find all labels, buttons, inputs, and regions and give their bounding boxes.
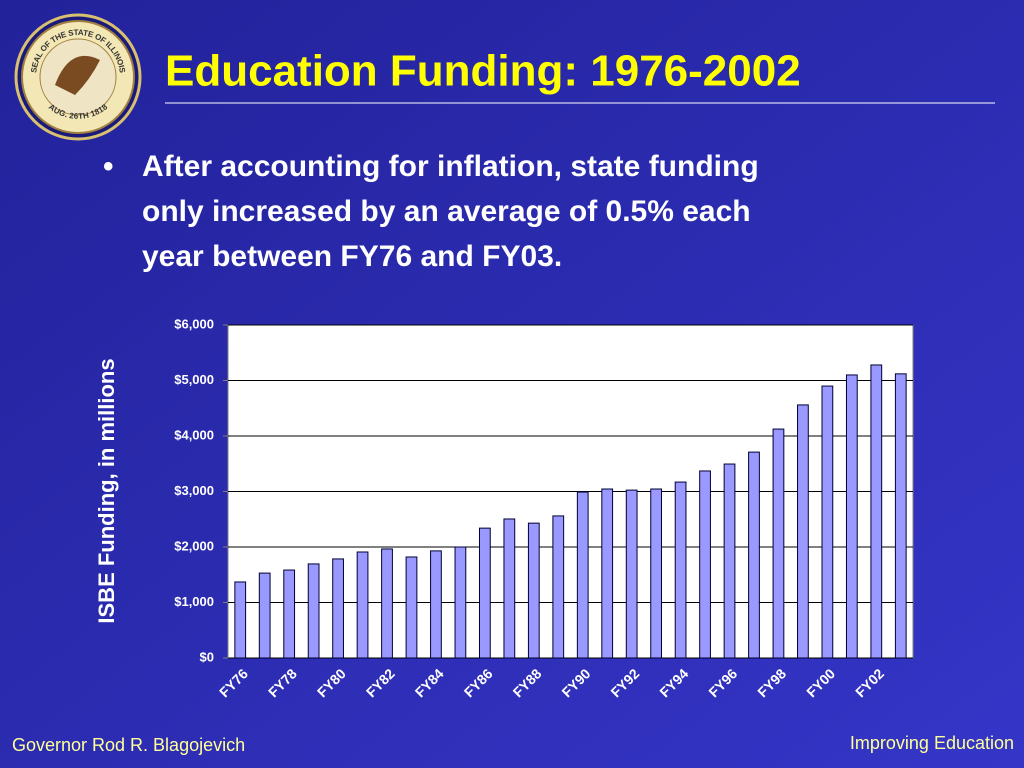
y-tick-label: $0 xyxy=(200,649,214,664)
bar xyxy=(332,558,344,659)
bullet-line: only increased by an average of 0.5% eac… xyxy=(142,195,751,228)
bar xyxy=(576,491,589,659)
bar xyxy=(625,489,638,659)
y-axis-label: ISBE Funding, in millions xyxy=(94,358,119,623)
y-tick-label: $3,000 xyxy=(174,483,214,498)
seal: SEAL OF THE STATE OF ILLINOIS AUG. 26TH … xyxy=(14,13,142,141)
bar xyxy=(699,470,711,659)
bar xyxy=(748,451,760,659)
bar xyxy=(503,518,516,659)
bar xyxy=(772,428,785,659)
footer-right: Improving Education xyxy=(850,733,1014,753)
bar xyxy=(307,563,320,659)
y-tick-label: $5,000 xyxy=(174,372,214,387)
bar xyxy=(870,364,883,659)
bar xyxy=(356,551,369,659)
y-tick-label: $1,000 xyxy=(174,594,214,609)
bar xyxy=(430,550,442,659)
bar xyxy=(845,374,858,659)
y-tick-label: $6,000 xyxy=(174,316,214,331)
y-tick-label: $4,000 xyxy=(174,427,214,442)
bar xyxy=(234,581,247,659)
bar xyxy=(283,569,296,659)
bar xyxy=(723,463,736,659)
bar xyxy=(478,527,491,659)
bar xyxy=(405,556,418,659)
bar xyxy=(552,515,565,659)
slide-title: Education Funding: 1976-2002 xyxy=(165,47,801,96)
bullet-line: After accounting for inflation, state fu… xyxy=(142,150,759,183)
bar xyxy=(601,488,614,659)
bar xyxy=(527,522,540,659)
bullet-line: year between FY76 and FY03. xyxy=(142,240,562,273)
bar xyxy=(454,546,467,659)
bar xyxy=(381,548,393,659)
bar xyxy=(258,572,271,659)
bullet-dot: • xyxy=(103,150,114,183)
bar xyxy=(674,481,687,659)
footer-left: Governor Rod R. Blagojevich xyxy=(12,735,245,755)
bar xyxy=(894,373,907,659)
bar xyxy=(650,488,663,659)
seal-eagle xyxy=(55,55,100,95)
bar xyxy=(821,385,834,659)
bar xyxy=(797,404,809,659)
y-tick-label: $2,000 xyxy=(174,538,214,553)
